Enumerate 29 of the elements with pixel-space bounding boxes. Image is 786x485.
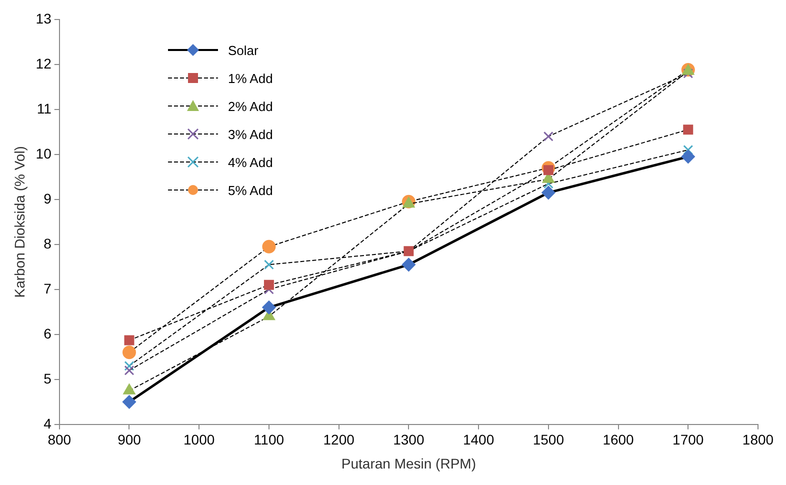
x-axis-title: Putaran Mesin (RPM)	[341, 455, 476, 472]
x-tick-label: 1300	[393, 432, 424, 448]
x-tick-label: 1500	[532, 432, 564, 448]
y-tick-label: 7	[44, 280, 52, 296]
x-tick-label: 1700	[672, 432, 704, 448]
legend-label: Solar	[228, 42, 258, 58]
x-tick-label: 1200	[323, 432, 355, 448]
y-tick-label: 10	[36, 145, 52, 162]
y-axis-title: Karbon Dioksida (% Vol)	[11, 146, 28, 298]
legend-label: 5% Add	[228, 182, 273, 198]
x-tick-label: 1000	[184, 432, 215, 448]
y-tick-label: 5	[44, 370, 52, 386]
y-tick-label: 13	[36, 10, 52, 26]
y-tick-label: 4	[44, 415, 52, 432]
x-tick-label: 1100	[254, 432, 284, 448]
legend-label: 4% Add	[228, 154, 273, 170]
legend-label: 1% Add	[228, 70, 273, 86]
legend-label: 3% Add	[228, 126, 273, 142]
legend-label: 2% Add	[228, 98, 273, 114]
x-tick-label: 1400	[462, 432, 494, 448]
x-tick-label: 1600	[602, 432, 634, 448]
y-tick-label: 9	[44, 190, 52, 206]
y-tick-label: 12	[36, 55, 52, 72]
x-tick-label: 900	[118, 432, 142, 448]
y-tick-label: 6	[44, 325, 52, 342]
x-tick-label: 1800	[742, 432, 774, 448]
y-tick-label: 8	[44, 235, 52, 252]
y-tick-label: 11	[36, 100, 52, 116]
x-tick-label: 800	[48, 432, 72, 448]
